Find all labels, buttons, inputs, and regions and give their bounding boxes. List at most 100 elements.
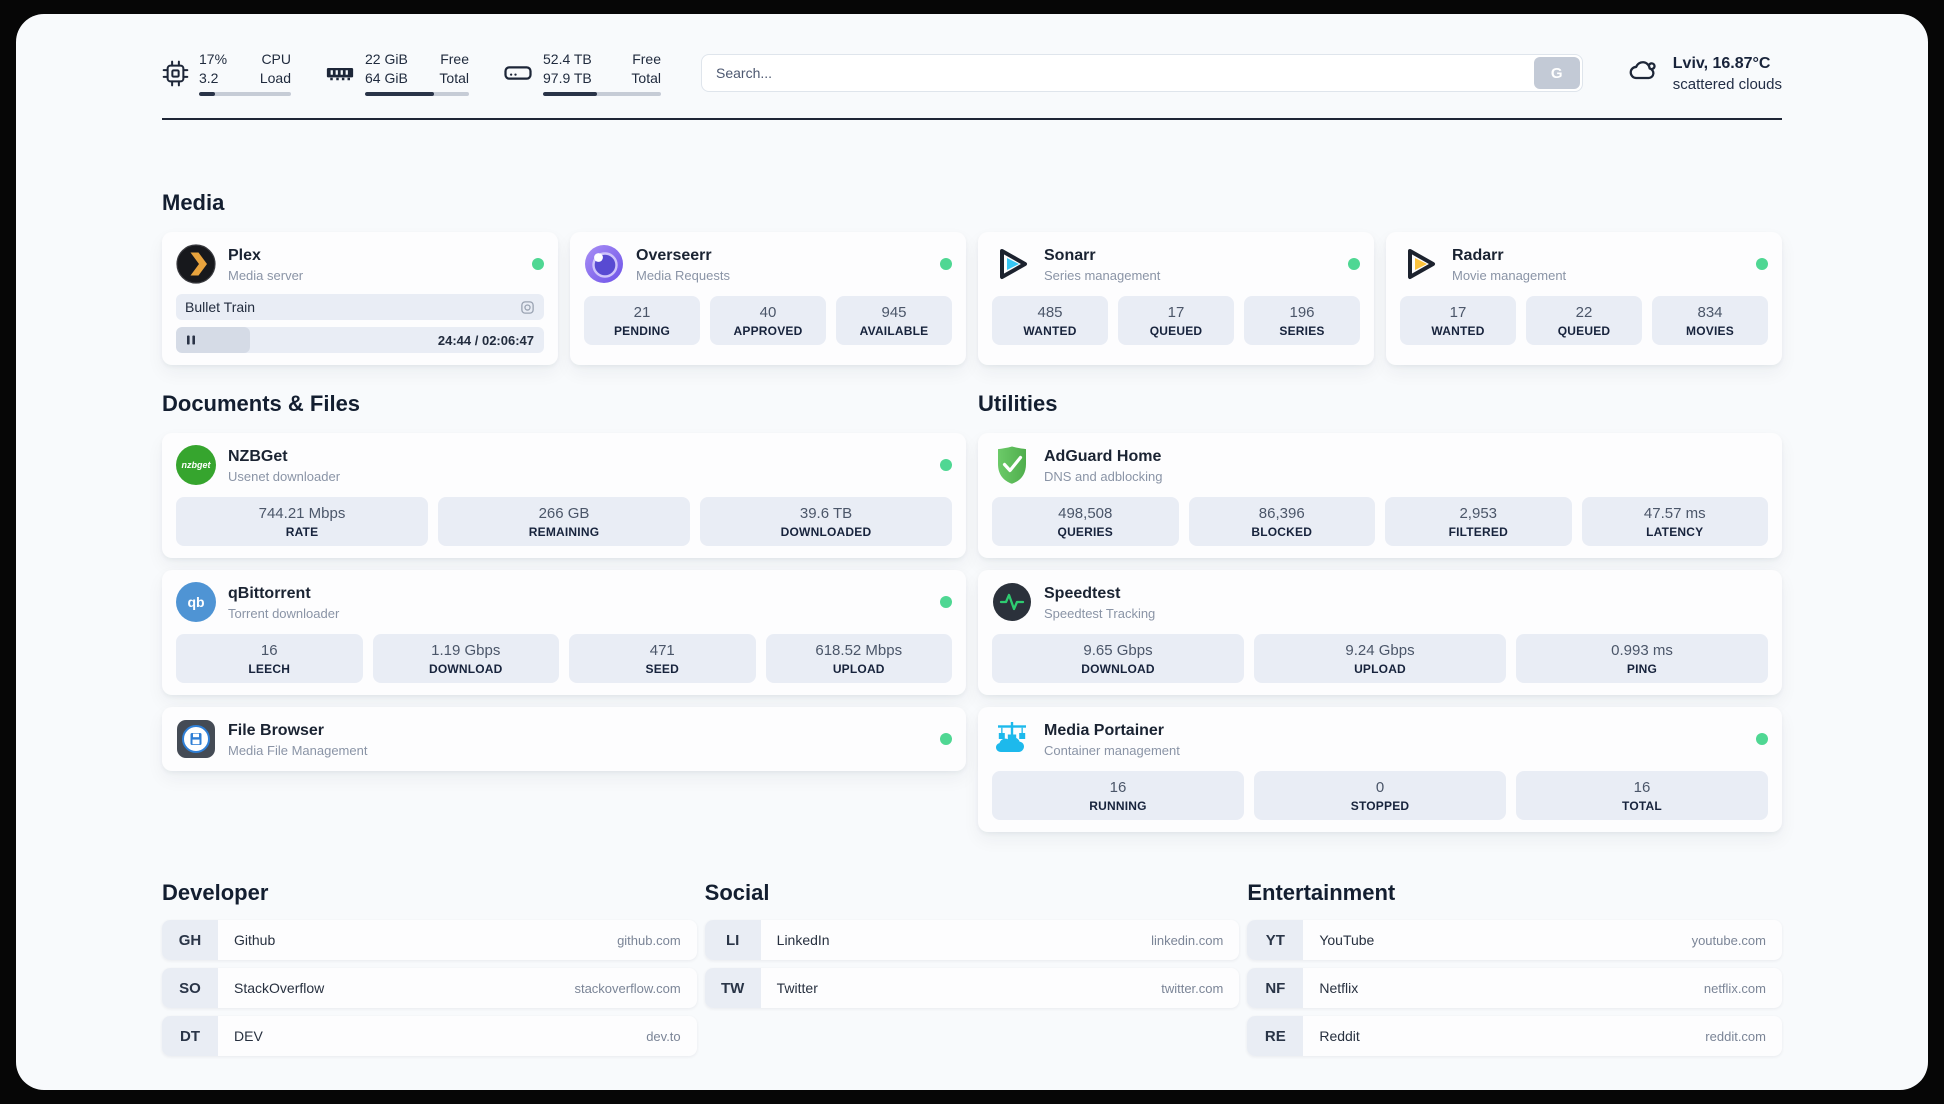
bookmark-url: netflix.com — [1703, 980, 1766, 996]
stat-box-stopped: 0 STOPPED — [1254, 771, 1506, 820]
stat-label: DOWNLOAD — [1081, 662, 1155, 676]
search-input[interactable] — [701, 54, 1583, 92]
bookmark-abbr: YT — [1247, 920, 1304, 960]
stat-box-available: 945 AVAILABLE — [836, 296, 952, 345]
bookmark-name: StackOverflow — [234, 980, 325, 996]
cpu-icon — [162, 60, 189, 87]
bookmark-group-developer: Developer GH Github github.com SO StackO… — [162, 880, 697, 1056]
stat-label: QUEUED — [1149, 324, 1203, 338]
stat-value: 9.65 Gbps — [1083, 642, 1153, 659]
app-name: Overseerr — [636, 246, 712, 264]
app-name: Radarr — [1452, 246, 1504, 264]
stat-value: 945 — [881, 304, 907, 321]
bookmarks-section: Developer GH Github github.com SO StackO… — [162, 880, 1782, 1056]
portainer-icon — [992, 719, 1032, 759]
app-name: NZBGet — [228, 447, 288, 465]
app-card-plex[interactable]: Plex Media server Bullet Train — [162, 232, 558, 365]
playback-time: 24:44 / 02:06:47 — [437, 332, 534, 348]
filebrowser-icon — [176, 719, 216, 759]
disk-free: 52.4 TB — [543, 51, 592, 68]
bookmark-url: github.com — [617, 932, 681, 948]
weather-location-temp: Lviv, 16.87°C — [1672, 55, 1771, 73]
weather-widget: Lviv, 16.87°C scattered clouds — [1625, 53, 1782, 93]
bookmark-netflix[interactable]: NF Netflix netflix.com — [1247, 968, 1782, 1008]
header-divider — [162, 118, 1782, 120]
stat-box-series: 196 SERIES — [1244, 296, 1360, 345]
stat-value: 39.6 TB — [799, 505, 853, 522]
status-dot — [532, 258, 544, 270]
nzbget-icon: nzbget — [176, 445, 216, 485]
bookmark-youtube[interactable]: YT YouTube youtube.com — [1247, 920, 1782, 960]
bookmark-github[interactable]: GH Github github.com — [162, 920, 697, 960]
stat-label: RATE — [285, 525, 319, 539]
app-name: Plex — [228, 246, 261, 264]
bookmark-name: Netflix — [1319, 980, 1359, 996]
stat-box-leech: 16 LEECH — [176, 634, 363, 683]
section-title-utilities: Utilities — [978, 391, 1058, 416]
stat-label: FILTERED — [1448, 525, 1508, 539]
app-card-portainer[interactable]: Media Portainer Container management 16 … — [978, 707, 1782, 832]
bookmark-reddit[interactable]: RE Reddit reddit.com — [1247, 1016, 1782, 1056]
memory-label-2: Total — [439, 69, 469, 86]
stat-label: UPLOAD — [832, 662, 885, 676]
stat-value: 485 — [1037, 304, 1063, 321]
stat-value: 17 — [1449, 304, 1467, 321]
app-card-nzbget[interactable]: nzbget NZBGet Usenet downloader 744.21 M… — [162, 433, 966, 558]
bookmark-name: Github — [234, 932, 276, 948]
cpu-progress-fill — [199, 91, 215, 96]
stat-box-wanted: 17 WANTED — [1400, 296, 1516, 345]
bookmark-stackoverflow[interactable]: SO StackOverflow stackoverflow.com — [162, 968, 697, 1008]
bookmark-name: LinkedIn — [776, 932, 830, 948]
stat-label: SERIES — [1279, 324, 1325, 338]
disk-label-1: Free — [632, 51, 661, 68]
section-title-documents: Documents & Files — [162, 391, 361, 416]
stat-label: APPROVED — [733, 324, 803, 338]
stat-value: 498,508 — [1058, 505, 1113, 522]
stat-value: 471 — [649, 642, 675, 659]
stat-box-download: 1.19 Gbps DOWNLOAD — [372, 634, 559, 683]
stat-label: LEECH — [248, 662, 291, 676]
pause-icon[interactable] — [185, 334, 197, 346]
stat-label: BLOCKED — [1251, 525, 1313, 539]
stat-label: WANTED — [1431, 324, 1485, 338]
app-subtitle: Media server — [228, 267, 304, 283]
app-card-filebrowser[interactable]: File Browser Media File Management — [162, 707, 966, 771]
stat-box-queued: 17 QUEUED — [1118, 296, 1234, 345]
memory-free: 22 GiB — [365, 51, 408, 68]
disk-widget: 52.4 TB 97.9 TB Free Total — [503, 50, 661, 96]
stat-value: 834 — [1697, 304, 1723, 321]
now-playing-title: Bullet Train — [185, 299, 256, 315]
app-card-radarr[interactable]: Radarr Movie management 17 WANTED 22 QUE… — [1386, 232, 1782, 365]
stat-label: STOPPED — [1350, 799, 1410, 813]
bookmark-dev[interactable]: DT DEV dev.to — [162, 1016, 697, 1056]
stat-value: 17 — [1167, 304, 1185, 321]
stat-label: PING — [1626, 662, 1658, 676]
app-card-qbittorrent[interactable]: qb qBittorrent Torrent downloader 16 — [162, 570, 966, 695]
radarr-icon — [1400, 244, 1440, 284]
bookmark-group-entertainment: Entertainment YT YouTube youtube.com NF … — [1247, 880, 1782, 1056]
app-name: qBittorrent — [228, 584, 311, 602]
app-subtitle: Media File Management — [228, 742, 368, 758]
app-card-speedtest[interactable]: Speedtest Speedtest Tracking 9.65 Gbps D… — [978, 570, 1782, 695]
stat-label: MOVIES — [1686, 324, 1734, 338]
stat-label: RUNNING — [1089, 799, 1147, 813]
weather-condition: scattered clouds — [1672, 75, 1782, 93]
bookmark-twitter[interactable]: TW Twitter twitter.com — [704, 968, 1240, 1008]
stat-value: 22 — [1575, 304, 1593, 321]
stat-value: 618.52 Mbps — [815, 642, 903, 659]
app-card-adguard[interactable]: AdGuard Home DNS and adblocking 498,508 … — [978, 433, 1782, 558]
stat-box-total: 16 TOTAL — [1516, 771, 1768, 820]
bookmark-abbr: NF — [1247, 968, 1304, 1008]
now-playing-row: Bullet Train — [176, 294, 544, 320]
app-name: AdGuard Home — [1044, 447, 1162, 465]
media-thumbnail-icon[interactable] — [520, 300, 535, 315]
status-dot — [940, 596, 952, 608]
app-card-sonarr[interactable]: Sonarr Series management 485 WANTED 17 Q… — [978, 232, 1374, 365]
app-card-overseerr[interactable]: Overseerr Media Requests 21 PENDING 40 A… — [570, 232, 966, 365]
bookmark-linkedin[interactable]: LI LinkedIn linkedin.com — [704, 920, 1240, 960]
stat-box-seed: 471 SEED — [569, 634, 756, 683]
stat-box-wanted: 485 WANTED — [992, 296, 1108, 345]
disk-progress-bar — [543, 91, 661, 96]
qbittorrent-icon: qb — [176, 582, 216, 622]
search-engine-button[interactable]: G — [1533, 57, 1580, 89]
